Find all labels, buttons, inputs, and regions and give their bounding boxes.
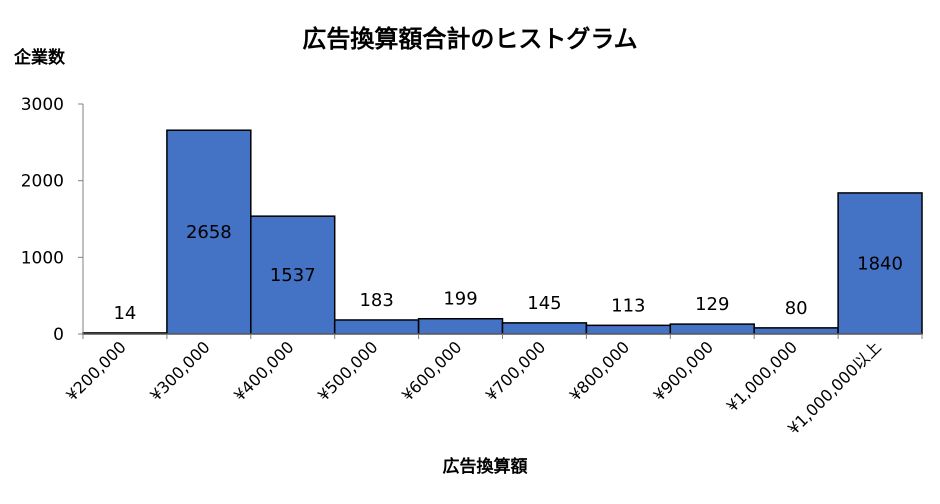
y-tick-label: 3000 bbox=[21, 95, 64, 115]
data-label: 1840 bbox=[857, 253, 903, 274]
x-tick-label: ¥600,000 bbox=[398, 337, 465, 404]
data-label: 113 bbox=[611, 295, 645, 316]
data-label: 80 bbox=[785, 298, 808, 319]
x-tick-label: ¥1,000,000 bbox=[723, 337, 801, 415]
data-label: 1537 bbox=[270, 265, 316, 286]
x-tick-label: ¥500,000 bbox=[314, 337, 381, 404]
histogram-bar bbox=[585, 324, 672, 335]
histogram-bar bbox=[753, 327, 839, 335]
chart-title: 広告換算額合計のヒストグラム bbox=[302, 25, 637, 53]
y-tick-label: 1000 bbox=[21, 248, 64, 268]
histogram-bar bbox=[417, 317, 504, 335]
x-tick-label: ¥300,000 bbox=[146, 337, 213, 404]
histogram-bar bbox=[333, 319, 420, 335]
data-label: 2658 bbox=[186, 222, 232, 243]
x-tick-label: ¥900,000 bbox=[650, 337, 717, 404]
data-label: 14 bbox=[113, 303, 136, 324]
histogram-bar bbox=[669, 323, 755, 335]
y-tick-label: 2000 bbox=[21, 172, 64, 192]
x-tick-label: ¥400,000 bbox=[230, 337, 297, 404]
data-labels: 14 2658 1537 183 199 145 113 129 80 1840 bbox=[113, 222, 902, 324]
x-tick-label: ¥200,000 bbox=[62, 337, 129, 404]
data-label: 145 bbox=[527, 293, 561, 314]
x-tick-label: ¥700,000 bbox=[482, 337, 549, 404]
histogram-bar bbox=[501, 322, 588, 335]
data-label: 129 bbox=[695, 294, 729, 315]
x-tick-label: ¥800,000 bbox=[566, 337, 633, 404]
y-axis-label: 企業数 bbox=[13, 47, 66, 68]
y-tick-label: 0 bbox=[53, 325, 64, 345]
data-label: 183 bbox=[359, 290, 393, 311]
histogram-bar bbox=[837, 192, 923, 335]
x-axis-label: 広告換算額 bbox=[443, 456, 528, 477]
x-axis: ¥200,000 ¥300,000 ¥400,000 ¥500,000 ¥600,000… bbox=[62, 333, 923, 438]
data-label: 199 bbox=[443, 289, 477, 310]
y-axis: 0 1000 2000 3000 bbox=[21, 95, 84, 345]
